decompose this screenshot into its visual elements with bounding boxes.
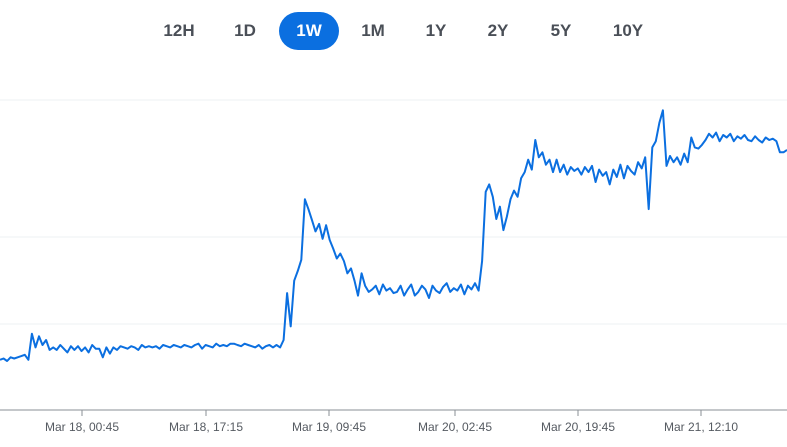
range-button-2y[interactable]: 2Y	[478, 12, 518, 50]
x-tick-label: Mar 19, 09:45	[292, 420, 366, 434]
range-button-10y[interactable]: 10Y	[604, 12, 652, 50]
price-chart-svg: Mar 18, 00:45 Mar 18, 17:15 Mar 19, 09:45 M…	[0, 99, 787, 434]
x-tick-label: Mar 18, 00:45	[45, 420, 119, 434]
range-button-1y[interactable]: 1Y	[416, 12, 456, 50]
range-button-1d[interactable]: 1D	[225, 12, 265, 50]
x-tick-label: Mar 20, 19:45	[541, 420, 615, 434]
range-button-1m[interactable]: 1M	[351, 12, 395, 50]
time-range-selector: 12H 1D 1W 1M 1Y 2Y 5Y 10Y	[0, 12, 787, 52]
price-series-line	[0, 109, 787, 362]
x-tick-label: Mar 21, 12:10	[664, 420, 738, 434]
x-tick-label: Mar 18, 17:15	[169, 420, 243, 434]
range-button-5y[interactable]: 5Y	[541, 12, 581, 50]
range-button-12h[interactable]: 12H	[156, 12, 202, 50]
x-tick-label: Mar 20, 02:45	[418, 420, 492, 434]
range-button-1w[interactable]: 1W	[279, 12, 339, 50]
price-chart: Mar 18, 00:45 Mar 18, 17:15 Mar 19, 09:45 M…	[0, 80, 787, 447]
